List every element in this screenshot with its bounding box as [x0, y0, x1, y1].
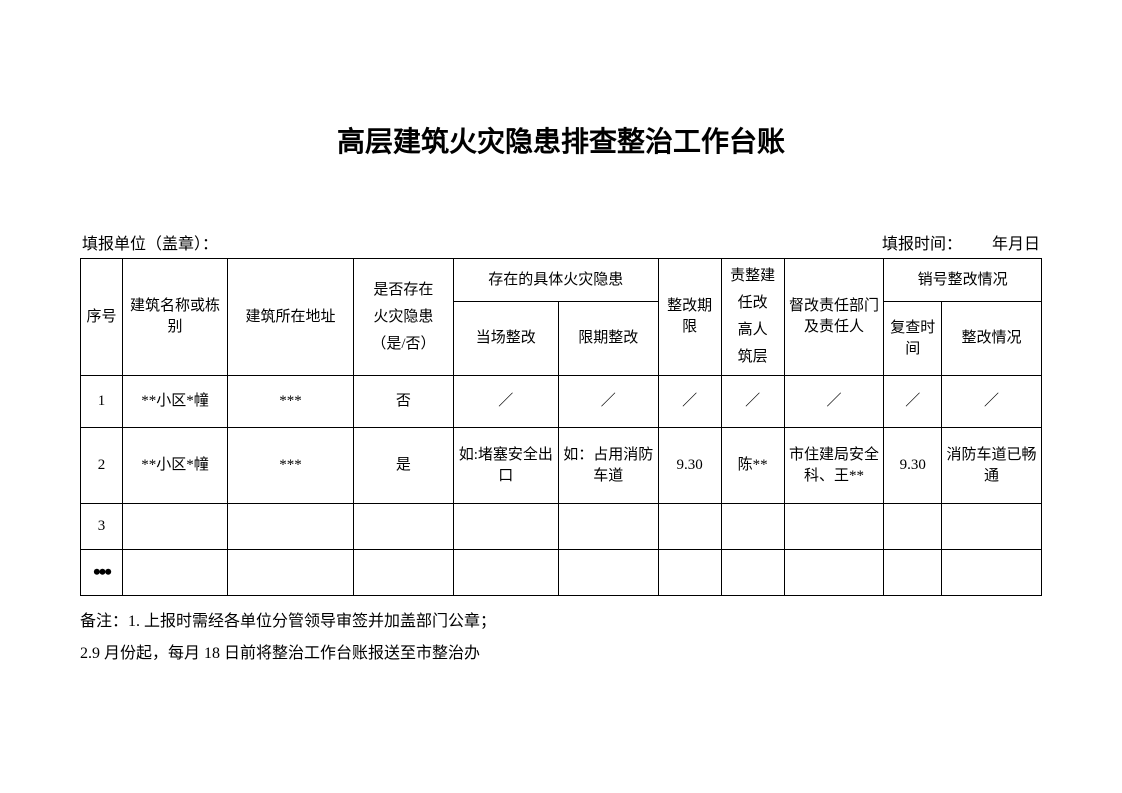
cell-status — [942, 504, 1042, 550]
meta-row: 填报单位（盖章）： 填报时间： 年月日 — [80, 230, 1042, 254]
th-person: 责整建 任改 高人 筑层 — [721, 259, 784, 376]
cell-addr — [228, 504, 354, 550]
cell-empty — [721, 550, 784, 596]
ellipsis-icon: ••• — [93, 559, 110, 584]
cell-spot: ／ — [453, 376, 558, 428]
th-addr: 建筑所在地址 — [228, 259, 354, 376]
cell-empty — [658, 550, 721, 596]
meta-time-label: 填报时间： — [882, 230, 962, 254]
th-has-hazard: 是否存在 火灾隐患 （是/否） — [354, 259, 454, 376]
th-has-hazard-l1: 是否存在 — [373, 282, 433, 298]
cell-seq: 1 — [81, 376, 123, 428]
ledger-table: 序号 建筑名称或栋别 建筑所在地址 是否存在 火灾隐患 （是/否） 存在的具体火… — [80, 258, 1042, 596]
table-row: 1 **小区*幢 *** 否 ／ ／ ／ ／ ／ ／ ／ — [81, 376, 1042, 428]
cell-has: 是 — [354, 428, 454, 504]
th-name: 建筑名称或栋别 — [123, 259, 228, 376]
cell-person: 陈** — [721, 428, 784, 504]
cell-addr: *** — [228, 376, 354, 428]
cell-has: 否 — [354, 376, 454, 428]
cell-addr: *** — [228, 428, 354, 504]
cell-dept: ／ — [784, 376, 884, 428]
cell-seq: 3 — [81, 504, 123, 550]
th-person-l2: 任改 — [738, 295, 768, 311]
cell-empty — [453, 550, 558, 596]
cell-name: **小区*幢 — [123, 428, 228, 504]
th-review-time: 复查时间 — [884, 302, 942, 376]
cell-empty — [942, 550, 1042, 596]
cell-dept: 市住建局安全科、王** — [784, 428, 884, 504]
page-title: 高层建筑火灾隐患排查整治工作台账 — [80, 120, 1042, 160]
cell-review — [884, 504, 942, 550]
th-deadline-fix: 限期整改 — [558, 302, 658, 376]
cell-has — [354, 504, 454, 550]
cell-deadline: ／ — [558, 376, 658, 428]
th-period: 整改期限 — [658, 259, 721, 376]
cell-period — [658, 504, 721, 550]
cell-seq: 2 — [81, 428, 123, 504]
cell-dept — [784, 504, 884, 550]
cell-status: ／ — [942, 376, 1042, 428]
notes: 备注：1. 上报时需经各单位分管领导审签并加盖部门公章； 2.9 月份起，每月 … — [80, 606, 1042, 670]
table-row: 3 — [81, 504, 1042, 550]
meta-unit-label: 填报单位（盖章）： — [82, 230, 882, 254]
th-has-hazard-l3: （是/否） — [371, 336, 435, 352]
th-person-l3: 高人 — [738, 322, 768, 338]
cell-empty — [354, 550, 454, 596]
th-has-hazard-l2: 火灾隐患 — [373, 309, 433, 325]
cell-spot — [453, 504, 558, 550]
cell-name — [123, 504, 228, 550]
cell-person: ／ — [721, 376, 784, 428]
meta-time-value: 年月日 — [992, 230, 1040, 254]
cell-empty — [228, 550, 354, 596]
th-spot-fix: 当场整改 — [453, 302, 558, 376]
cell-period: ／ — [658, 376, 721, 428]
cell-period: 9.30 — [658, 428, 721, 504]
th-seq: 序号 — [81, 259, 123, 376]
th-cancel-group: 销号整改情况 — [884, 259, 1042, 302]
cell-empty — [558, 550, 658, 596]
th-dept: 督改责任部门及责任人 — [784, 259, 884, 376]
th-status: 整改情况 — [942, 302, 1042, 376]
cell-review: 9.30 — [884, 428, 942, 504]
cell-empty — [123, 550, 228, 596]
cell-spot: 如:堵塞安全出口 — [453, 428, 558, 504]
cell-deadline: 如：占用消防车道 — [558, 428, 658, 504]
table-row: 2 **小区*幢 *** 是 如:堵塞安全出口 如：占用消防车道 9.30 陈*… — [81, 428, 1042, 504]
th-person-l1: 责整建 — [730, 268, 775, 284]
note-line-1: 备注：1. 上报时需经各单位分管领导审签并加盖部门公章； — [80, 606, 1042, 638]
cell-empty — [784, 550, 884, 596]
note-line-2: 2.9 月份起，每月 18 日前将整治工作台账报送至市整治办 — [80, 638, 1042, 670]
cell-status: 消防车道已畅通 — [942, 428, 1042, 504]
th-hazard-group: 存在的具体火灾隐患 — [453, 259, 658, 302]
table-row-ellipsis: ••• — [81, 550, 1042, 596]
cell-review: ／ — [884, 376, 942, 428]
cell-person — [721, 504, 784, 550]
cell-ellipsis: ••• — [81, 550, 123, 596]
cell-deadline — [558, 504, 658, 550]
cell-name: **小区*幢 — [123, 376, 228, 428]
th-person-l4: 筑层 — [738, 349, 768, 365]
cell-empty — [884, 550, 942, 596]
